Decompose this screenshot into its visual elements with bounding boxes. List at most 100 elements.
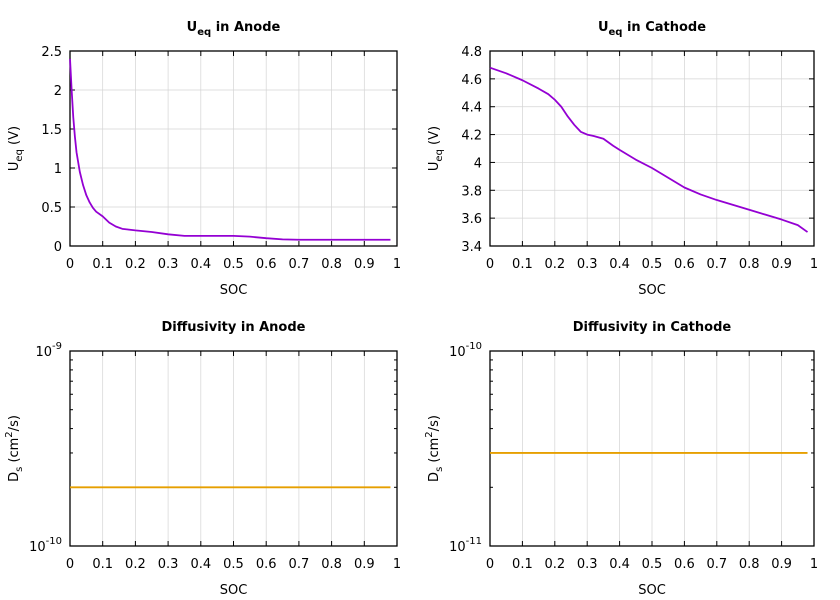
y-label-superscript: 2: [4, 431, 15, 437]
y-tick-label: 10-11: [449, 536, 482, 555]
x-tick-label: 0: [486, 557, 494, 572]
x-axis-label: SOC: [638, 583, 666, 598]
x-tick-label: 0: [486, 257, 494, 272]
y-label-rest: (cm: [7, 438, 22, 467]
x-tick-label: 0.8: [321, 557, 342, 572]
x-tick-label: 0.6: [674, 557, 695, 572]
x-tick-label: 0.9: [771, 557, 792, 572]
y-tick-label: 0.5: [41, 201, 62, 216]
y-tick-label: 4.6: [461, 73, 482, 88]
y-tick-label: 3.6: [461, 212, 482, 227]
chart-title: Ueq in Anode: [187, 20, 281, 38]
y-label-subscript: eq: [434, 149, 445, 162]
x-tick-label: 0.1: [512, 557, 533, 572]
chart-panel-3: 0 0.1 0.2 0.3 0.4 0.5 0.6 0.7 0.8 0.9 110-1010-9Di…: [4, 320, 401, 598]
y-label-subscript: eq: [14, 149, 25, 162]
y-axis-label: Ds (cm2/s): [4, 415, 25, 482]
y-tick-base: 10: [35, 345, 52, 360]
x-tick-label: 0.4: [609, 557, 630, 572]
x-tick-label: 0.6: [674, 257, 695, 272]
x-tick-label: 1: [393, 557, 401, 572]
x-tick-label: 0.9: [354, 557, 375, 572]
y-tick-exponent: -10: [466, 341, 482, 352]
x-tick-label: 0.4: [609, 257, 630, 272]
x-tick-label: 0.5: [223, 557, 244, 572]
series-line: [69, 58, 391, 241]
y-label-rest: (V): [427, 126, 442, 149]
plot-frame: [69, 50, 398, 247]
x-tick-label: 0.3: [158, 557, 179, 572]
y-tick-label: 4.8: [461, 45, 482, 60]
y-tick-label: 0: [54, 240, 62, 255]
y-tick-label: 2: [54, 84, 62, 99]
x-tick-label: 0.3: [577, 257, 598, 272]
x-tick-label: 0: [66, 257, 74, 272]
x-tick-label: 0.7: [289, 257, 310, 272]
x-axis-label: SOC: [220, 583, 248, 598]
x-tick-label: 0.2: [125, 557, 146, 572]
plot-frame: [489, 50, 815, 247]
chart-title-main: U: [187, 20, 198, 35]
y-tick-label: 3.4: [461, 240, 482, 255]
chart-title-main: Diffusivity in Cathode: [573, 320, 732, 335]
y-tick-label: 4.2: [461, 129, 482, 144]
y-label-main: U: [7, 162, 22, 172]
x-tick-label: 1: [810, 257, 818, 272]
y-tick-base: 10: [449, 345, 466, 360]
y-label-subscript: s: [434, 467, 445, 472]
x-tick-label: 0.8: [739, 257, 760, 272]
x-tick-label: 0.7: [706, 257, 727, 272]
y-tick-base: 10: [29, 540, 46, 555]
x-tick-label: 0.7: [289, 557, 310, 572]
plot-frame: [489, 350, 815, 547]
series-line: [489, 66, 809, 233]
chart-title: Ueq in Cathode: [598, 20, 706, 38]
y-tick-label: 1: [54, 162, 62, 177]
y-label-subscript: s: [14, 467, 25, 472]
y-tick-exponent: -10: [46, 536, 62, 547]
y-label-rest: (cm: [427, 438, 442, 467]
x-tick-label: 1: [810, 557, 818, 572]
x-tick-label: 0.8: [739, 557, 760, 572]
y-axis-label: Ds (cm2/s): [424, 415, 445, 482]
y-tick-label: 4: [474, 156, 482, 171]
x-tick-label: 0.6: [256, 257, 277, 272]
chart-panel-1: 0 0.1 0.2 0.3 0.4 0.5 0.6 0.7 0.8 0.9 1 0 0.5 1 1.5 2 2.…: [7, 20, 401, 298]
y-label-main: U: [427, 162, 442, 172]
x-tick-label: 0.5: [642, 557, 663, 572]
y-tick-label: 10-9: [35, 341, 62, 360]
plot-frame: [69, 350, 398, 547]
x-tick-label: 0.1: [92, 557, 113, 572]
y-label-rest2: /s): [427, 415, 442, 431]
x-tick-label: 0.1: [512, 257, 533, 272]
x-tick-label: 0: [66, 557, 74, 572]
y-tick-label: 2.5: [41, 45, 62, 60]
chart-title-rest: in Anode: [211, 20, 280, 35]
chart-panel-4: 0 0.1 0.2 0.3 0.4 0.5 0.6 0.7 0.8 0.9 110-1110-10D…: [424, 320, 818, 598]
x-axis-label: SOC: [220, 283, 248, 298]
x-tick-label: 0.2: [544, 257, 565, 272]
x-tick-label: 0.9: [771, 257, 792, 272]
y-axis-label: Ueq (V): [427, 126, 445, 171]
y-label-superscript: 2: [424, 431, 435, 437]
y-label-main: D: [7, 472, 22, 482]
y-label-rest: (V): [7, 126, 22, 149]
x-tick-label: 0.4: [190, 257, 211, 272]
x-tick-label: 0.2: [544, 557, 565, 572]
y-tick-label: 3.8: [461, 184, 482, 199]
chart-panel-2: 0 0.1 0.2 0.3 0.4 0.5 0.6 0.7 0.8 0.9 1 3.4 3.6 3.8 4 4…: [427, 20, 818, 298]
y-label-main: D: [427, 472, 442, 482]
y-tick-label: 10-10: [449, 341, 482, 360]
x-tick-label: 0.3: [158, 257, 179, 272]
chart-title: Diffusivity in Cathode: [573, 320, 732, 335]
x-axis-label: SOC: [638, 283, 666, 298]
y-tick-base: 10: [449, 540, 466, 555]
y-tick-label: 10-10: [29, 536, 62, 555]
x-tick-label: 0.1: [92, 257, 113, 272]
x-tick-label: 1: [393, 257, 401, 272]
y-axis-label: Ueq (V): [7, 126, 25, 171]
y-tick-label: 1.5: [41, 123, 62, 138]
y-tick-exponent: -11: [466, 536, 482, 547]
x-tick-label: 0.5: [223, 257, 244, 272]
